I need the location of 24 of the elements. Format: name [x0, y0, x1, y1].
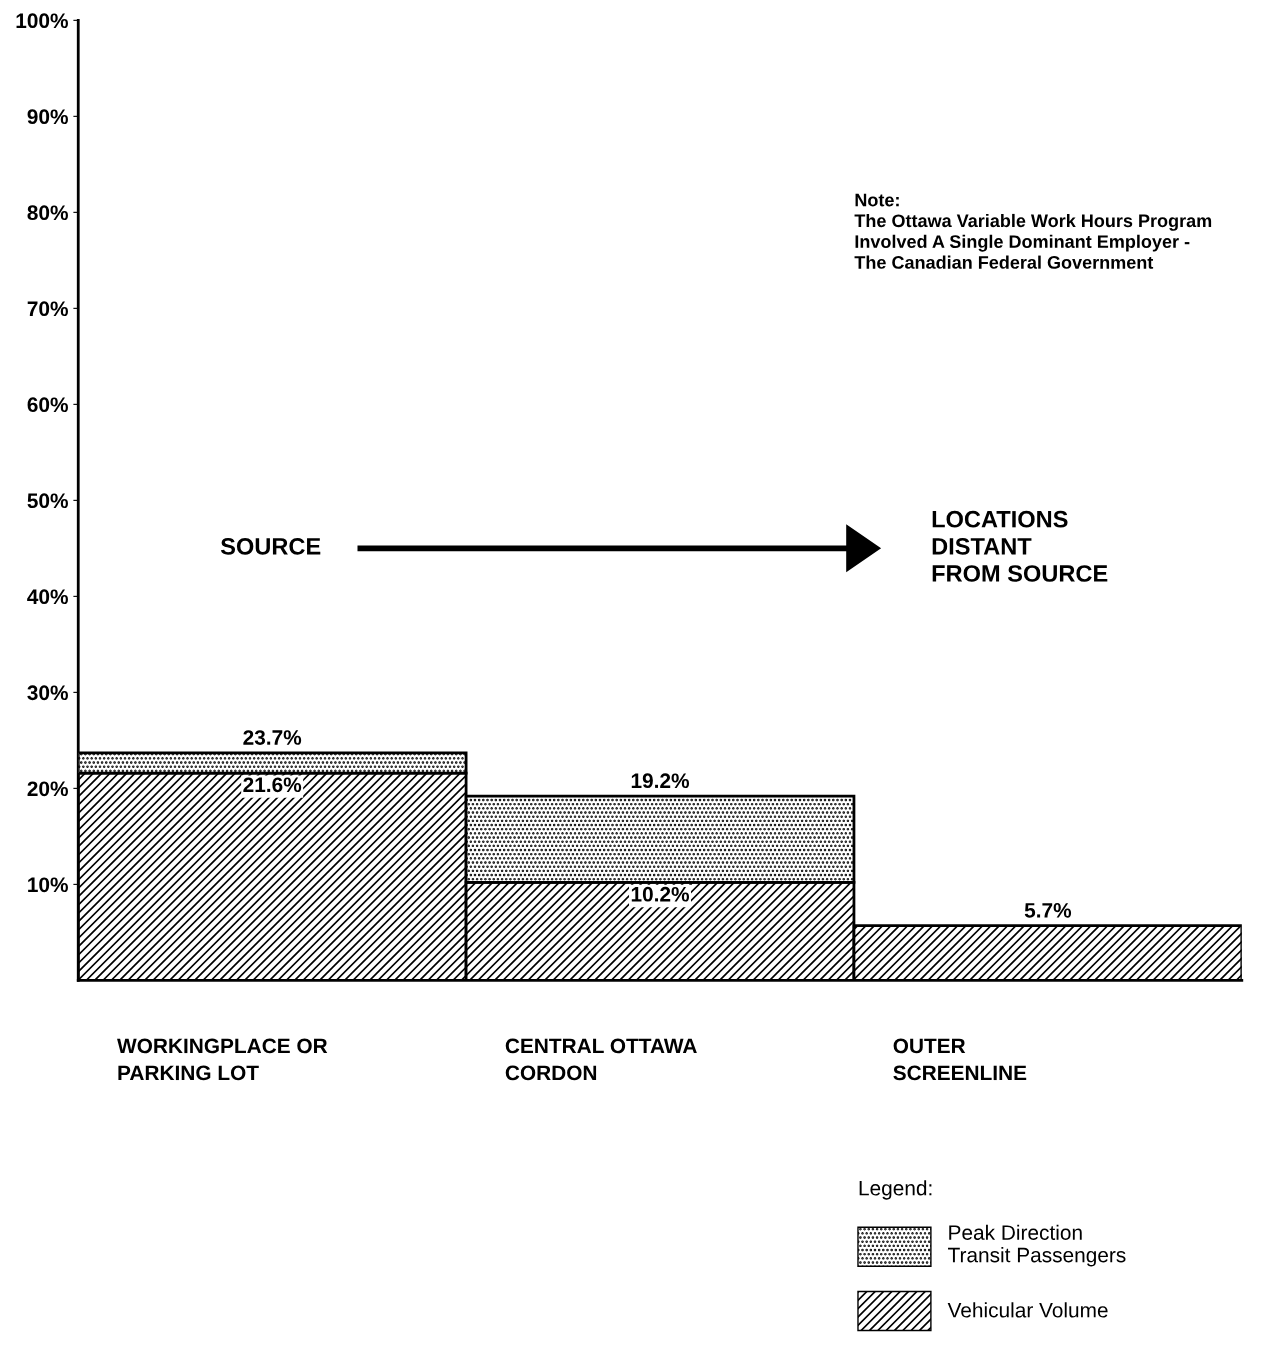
legend-title: Legend:	[859, 1180, 932, 1200]
y-tick-label: 40%	[27, 589, 68, 605]
total-label: 23.7%	[243, 730, 302, 745]
legend-label: Vehicular Volume	[947, 1302, 1108, 1318]
legend-label: Peak Direction Transit Passengers	[948, 1224, 1126, 1267]
data-label: 10.2%	[631, 886, 690, 902]
y-tick-label: 60%	[27, 397, 68, 413]
y-tick-label: 100%	[16, 13, 68, 29]
y-tick-label: 90%	[27, 109, 68, 125]
total-label: 19.2%	[631, 773, 690, 789]
annotation: SOURCE	[220, 537, 321, 555]
y-tick-label: 30%	[27, 685, 68, 701]
x-tick-label: CENTRAL OTTAWA CORDON	[505, 1038, 697, 1081]
data-label: 5.7%	[1024, 903, 1072, 918]
y-tick-label: 50%	[27, 493, 68, 509]
annotation: LOCATIONS DISTANT FROM SOURCE	[932, 510, 1108, 582]
annotation: Note: The Ottawa Variable Work Hours Program Involved A Single Dominant Employer - The Canadian Federal Government	[854, 193, 1212, 269]
data-label: 21.6%	[243, 777, 302, 793]
y-tick-label: 80%	[27, 205, 68, 221]
x-tick-label: WORKINGPLACE OR PARKING LOT	[117, 1038, 328, 1081]
y-tick-label: 70%	[27, 301, 68, 317]
y-tick-label: 10%	[28, 877, 68, 893]
y-tick-label: 20%	[27, 781, 68, 797]
x-tick-label: OUTER SCREENLINE	[893, 1038, 1027, 1081]
